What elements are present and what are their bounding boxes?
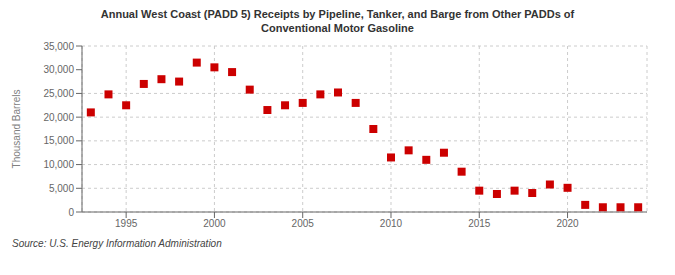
svg-text:1995: 1995 bbox=[115, 218, 138, 229]
svg-text:5,000: 5,000 bbox=[49, 182, 74, 193]
svg-text:30,000: 30,000 bbox=[43, 64, 74, 75]
html-text:Source: U.S. Energy Informatio: Source: U.S. Energy Information Administ… bbox=[12, 237, 222, 249]
svg-text:2020: 2020 bbox=[556, 218, 579, 229]
svg-text:20,000: 20,000 bbox=[43, 111, 74, 122]
svg-text:2005: 2005 bbox=[292, 218, 315, 229]
svg-text:2010: 2010 bbox=[380, 218, 403, 229]
html-text:Annual West Coast (PADD 5) Rec: Annual West Coast (PADD 5) Receipts by P… bbox=[100, 8, 575, 20]
html-text:Conventional Motor Gasoline: Conventional Motor Gasoline bbox=[261, 21, 414, 34]
svg-text:Thousand Barrels: Thousand Barrels bbox=[11, 89, 22, 168]
svg-text:35,000: 35,000 bbox=[43, 40, 74, 51]
svg-text:10,000: 10,000 bbox=[43, 159, 74, 170]
svg-text:25,000: 25,000 bbox=[43, 87, 74, 98]
svg-text:15,000: 15,000 bbox=[43, 135, 74, 146]
svg-text:0: 0 bbox=[68, 206, 74, 217]
svg-text:2015: 2015 bbox=[468, 218, 491, 229]
svg-text:2000: 2000 bbox=[203, 218, 226, 229]
